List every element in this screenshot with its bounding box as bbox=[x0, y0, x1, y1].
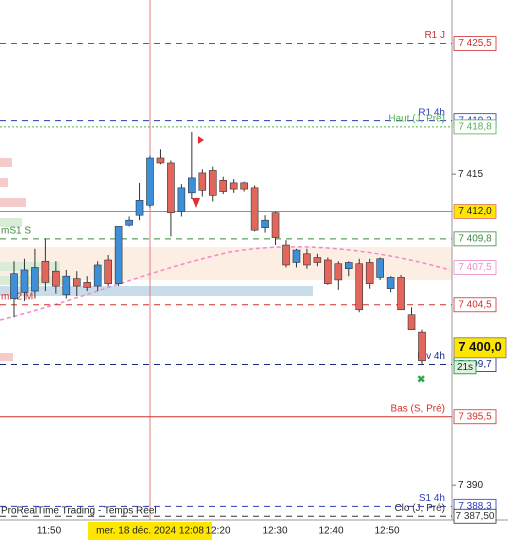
price-tag bbox=[453, 297, 497, 313]
price-tag bbox=[453, 231, 497, 247]
candle-body bbox=[292, 249, 301, 263]
candle-body bbox=[31, 267, 39, 292]
level-name: Clo (J, Pré) bbox=[394, 503, 445, 514]
candle-body bbox=[240, 182, 248, 190]
candle-body bbox=[271, 212, 280, 238]
candle-body bbox=[125, 219, 133, 226]
price-tag-label: 7 395,5 bbox=[458, 411, 492, 422]
candle-body bbox=[355, 263, 364, 311]
x-tick-label: 12:50 bbox=[374, 526, 399, 537]
candle-body bbox=[229, 182, 238, 190]
timer-box bbox=[453, 360, 477, 375]
y-tick-label: 7 390 bbox=[458, 480, 483, 491]
cross-marker: ✖ bbox=[417, 375, 425, 386]
candle-body bbox=[41, 260, 50, 283]
candle-body bbox=[261, 219, 269, 228]
candle-body bbox=[104, 259, 112, 284]
profile-bar bbox=[0, 158, 12, 167]
price-tag bbox=[453, 260, 497, 275]
price-tag bbox=[453, 119, 497, 135]
level-name: Haut (J, Pré) bbox=[388, 114, 445, 125]
candle-body bbox=[83, 282, 92, 288]
profile-bar bbox=[0, 218, 22, 227]
candle-body bbox=[177, 187, 186, 212]
price-tag-label: 7 409,8 bbox=[458, 233, 492, 244]
level-name: Piv 4h bbox=[417, 351, 445, 362]
cursor-label: mer. 18 déc. 2024 12:08 bbox=[96, 526, 204, 537]
marker bbox=[198, 136, 204, 144]
price-tag bbox=[453, 409, 497, 425]
level-name: mS1 S bbox=[1, 225, 31, 236]
candle-body bbox=[93, 264, 102, 287]
candle-body bbox=[188, 177, 196, 194]
profile-bar bbox=[0, 198, 26, 207]
candle-body bbox=[219, 180, 228, 192]
price-tag-label: 7 404,5 bbox=[458, 299, 492, 310]
price-tag bbox=[453, 508, 497, 524]
candle-body bbox=[156, 157, 165, 164]
x-tick-label: 12:20 bbox=[205, 526, 230, 537]
zone-bar bbox=[0, 286, 313, 296]
x-tick-label: 12:30 bbox=[262, 526, 287, 537]
price-tag-label: 7 407,5 bbox=[458, 262, 492, 273]
candle-body bbox=[20, 269, 29, 293]
candle-body bbox=[376, 258, 384, 278]
price-tag bbox=[453, 204, 497, 219]
moving-average bbox=[0, 246, 451, 321]
candle-body bbox=[397, 277, 405, 311]
candle-body bbox=[282, 244, 290, 266]
profile-bar bbox=[0, 178, 8, 187]
price-tag-label: 7 425,5 bbox=[458, 38, 492, 49]
level-name: S1 4h bbox=[419, 493, 445, 504]
profile-bar bbox=[0, 262, 60, 271]
current-price-label: 7 400,0 bbox=[458, 339, 501, 354]
candle-body bbox=[10, 273, 18, 299]
current-price-tag bbox=[453, 337, 507, 359]
candle-body bbox=[407, 314, 416, 330]
timer-label: 21s bbox=[457, 362, 473, 373]
level-name: R1 4h bbox=[418, 107, 445, 118]
candle-body bbox=[135, 199, 144, 216]
candle-body bbox=[146, 157, 154, 206]
price-tag-label: 7 418,8 bbox=[458, 122, 492, 133]
candle-body bbox=[198, 172, 207, 191]
profile-bar bbox=[0, 353, 13, 361]
candle-body bbox=[313, 257, 322, 263]
candle-body bbox=[62, 275, 71, 296]
candle-body bbox=[334, 263, 343, 281]
price-tag-label: 7 412,0 bbox=[458, 206, 492, 217]
candle-body bbox=[52, 270, 60, 287]
price-tag-label: 7 387,50 bbox=[456, 511, 495, 522]
candle-body bbox=[344, 262, 353, 270]
x-tick-label: 11:50 bbox=[37, 526, 62, 537]
sell-arrow bbox=[192, 198, 200, 208]
candle-body bbox=[208, 170, 217, 196]
zone bbox=[0, 247, 452, 280]
cursor-box bbox=[88, 522, 212, 540]
level-name: R1 J bbox=[424, 30, 445, 41]
y-tick-label: 7 415 bbox=[458, 169, 483, 180]
candle-body bbox=[386, 277, 395, 289]
level-name: Bas (S, Pré) bbox=[391, 403, 445, 414]
price-tag bbox=[453, 36, 497, 51]
candle-body bbox=[324, 259, 332, 284]
candle-body bbox=[418, 331, 426, 362]
candle-body bbox=[167, 162, 175, 214]
candle-body bbox=[303, 253, 311, 266]
candle-body bbox=[365, 262, 374, 284]
candle-body bbox=[114, 226, 123, 284]
x-tick-label: 12:40 bbox=[318, 526, 343, 537]
candle-body bbox=[250, 187, 259, 231]
candle-body bbox=[72, 278, 81, 287]
chart-title: ProRealTime Trading - Temps Réel bbox=[1, 506, 157, 517]
price-tag-label: 7 388,3 bbox=[458, 501, 492, 512]
